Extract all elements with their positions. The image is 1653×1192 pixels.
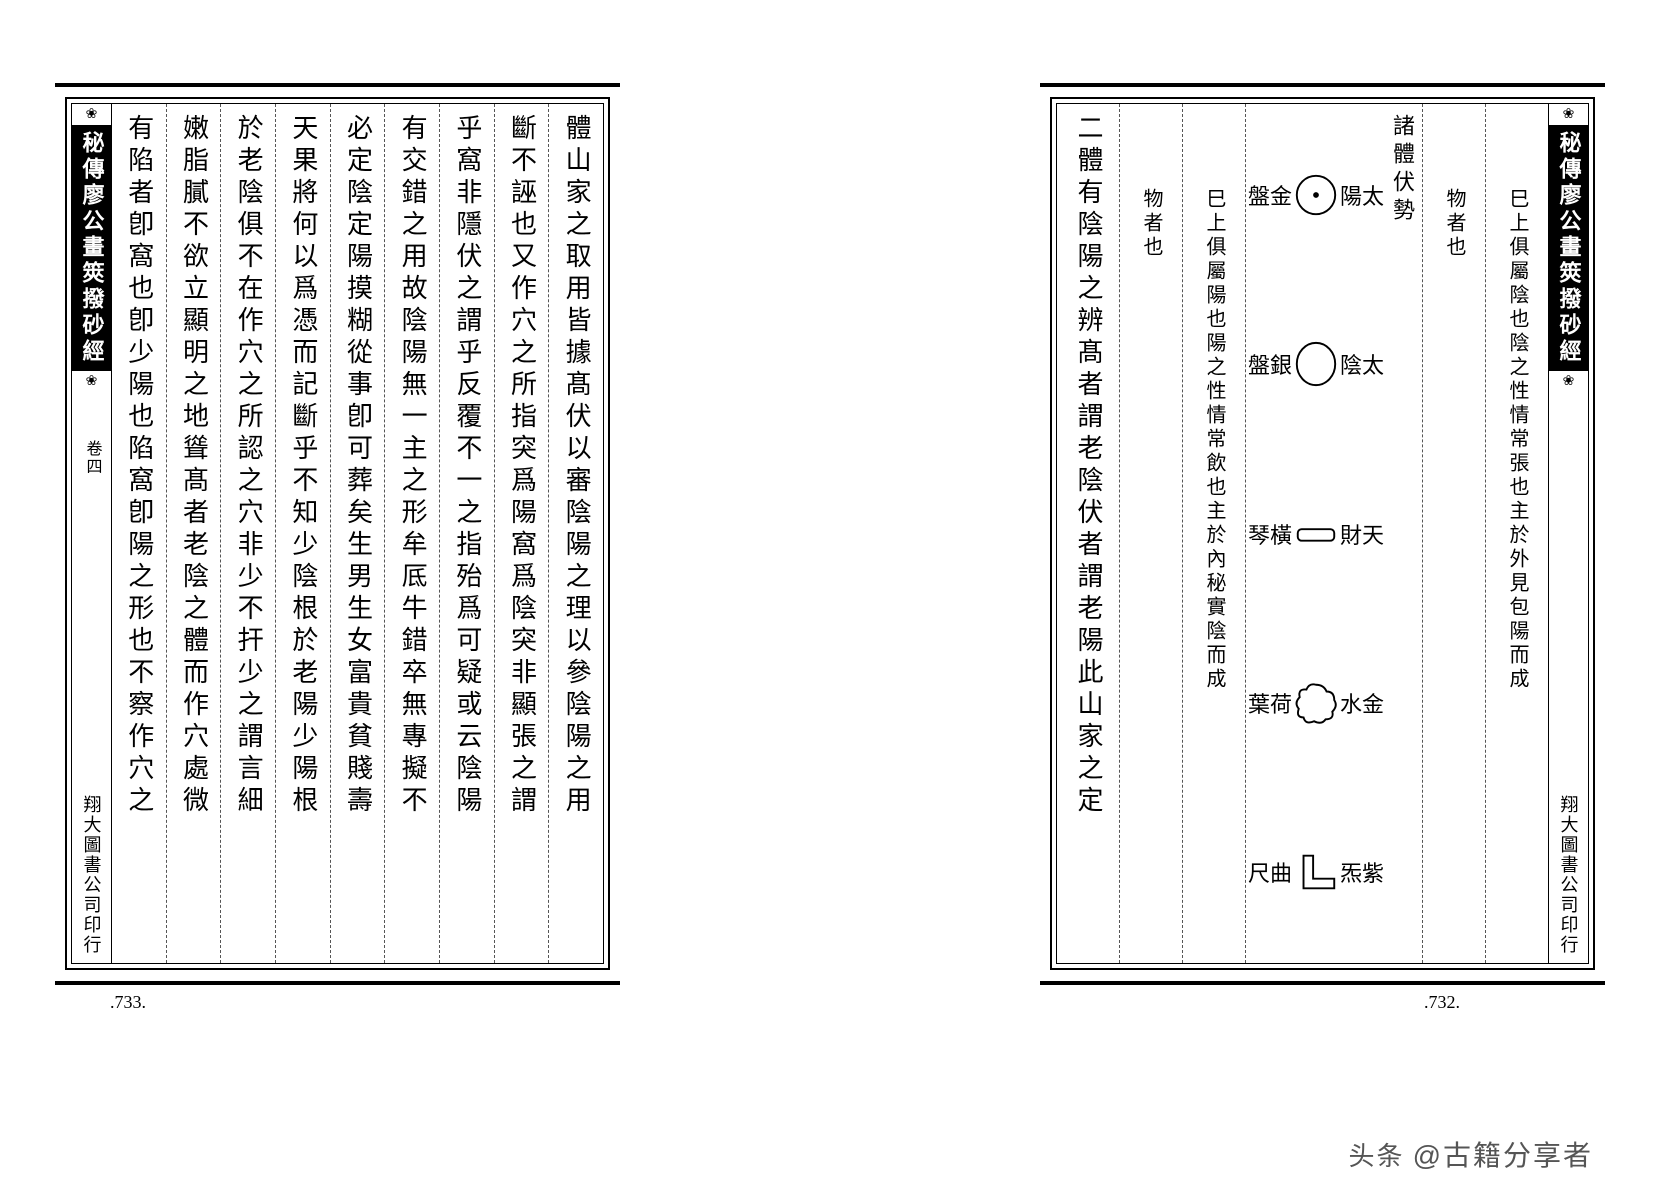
text-column: 物者也 (1422, 104, 1485, 963)
publisher-label: 翔大圖書公司印行 (79, 789, 105, 963)
circle-icon (1292, 340, 1340, 388)
diagram-row: 紫 炁 曲 尺 (1248, 788, 1384, 957)
dot-circle-icon (1292, 171, 1340, 219)
diag-cell: 盤 (1248, 179, 1270, 211)
text-column: 二體有陰陽之辨髙者謂老陰伏者謂老陽此山家之定 (1057, 104, 1119, 963)
toutiao-icon: 头条 (1349, 1141, 1405, 1171)
bar-icon (1292, 510, 1340, 558)
source-watermark: 头条 @古籍分享者 (1349, 1134, 1593, 1174)
diagram-row: 天 財 橫 琴 (1248, 449, 1384, 618)
page-spread: ❀ 秘傳廖公畫筴撥砂經 ❀ 卷四 翔大圖書公司印行 體山家之取用皆據髙伏以審陰陽… (50, 75, 1610, 1075)
text-column: 嫩脂膩不欲立顯明之地聳髙者老陰之體而作穴處微 (166, 104, 221, 963)
spine-right: ❀ 秘傳廖公畫筴撥砂經 ❀ 翔大圖書公司印行 (1548, 104, 1588, 963)
ornament-icon: ❀ (86, 104, 98, 125)
diagram-row: 太 陽 金 盤 (1248, 110, 1384, 279)
book-title: 秘傳廖公畫筴撥砂經 (72, 125, 112, 371)
diag-cell: 財 (1340, 518, 1362, 550)
diag-cell: 尺 (1248, 856, 1270, 888)
ornament-icon: ❀ (86, 371, 98, 392)
diag-cell: 盤 (1248, 348, 1270, 380)
diagram-block: 諸體伏勢 太 陽 金 盤 太 (1245, 104, 1422, 963)
diag-cell: 金 (1270, 179, 1292, 211)
text-column: 體山家之取用皆據髙伏以審陰陽之理以參陰陽之用 (548, 104, 603, 963)
diag-cell: 太 (1362, 179, 1384, 211)
diag-cell: 陰 (1340, 348, 1362, 380)
right-page: 巳上俱屬陰也陰之性情常張也主於外見包陽而成 物者也 諸體伏勢 太 陽 金 盤 (1035, 75, 1610, 1025)
text-column: 必定陰定陽摸糊從事卽可葬矣生男生女富貴貧賤壽 (330, 104, 385, 963)
diag-cell: 紫 (1362, 856, 1384, 888)
diag-cell: 銀 (1270, 348, 1292, 380)
diagram-side-label: 諸體伏勢 (1386, 104, 1422, 963)
text-frame: ❀ 秘傳廖公畫筴撥砂經 ❀ 卷四 翔大圖書公司印行 體山家之取用皆據髙伏以審陰陽… (65, 97, 610, 970)
left-page: ❀ 秘傳廖公畫筴撥砂經 ❀ 卷四 翔大圖書公司印行 體山家之取用皆據髙伏以審陰陽… (50, 75, 625, 1025)
volume-label: 卷四 (80, 432, 104, 484)
book-title: 秘傳廖公畫筴撥砂經 (1549, 125, 1589, 371)
text-column: 物者也 (1119, 104, 1182, 963)
watermark-text: @古籍分享者 (1413, 1140, 1593, 1171)
diag-cell: 陽 (1340, 179, 1362, 211)
angle-icon (1292, 848, 1340, 896)
text-column: 乎窩非隱伏之謂乎反覆不一之指殆爲可疑或云陰陽 (439, 104, 494, 963)
publisher-label: 翔大圖書公司印行 (1556, 789, 1582, 963)
text-column: 於老陰俱不在作穴之所認之穴非少不扞少之謂言細 (220, 104, 275, 963)
cloud-icon (1292, 679, 1340, 727)
ornament-icon: ❀ (1563, 371, 1575, 392)
page-number-right: .732. (1424, 992, 1460, 1013)
diag-cell: 天 (1362, 518, 1384, 550)
diag-cell: 金 (1362, 687, 1384, 719)
page-number-left: .733. (110, 992, 146, 1013)
spine-left: ❀ 秘傳廖公畫筴撥砂經 ❀ 卷四 翔大圖書公司印行 (72, 104, 112, 963)
diag-cell: 荷 (1270, 687, 1292, 719)
diagram-row: 太 陰 銀 盤 (1248, 279, 1384, 448)
text-column: 天果將何以爲憑而記斷乎不知少陰根於老陽少陽根 (275, 104, 330, 963)
diag-cell: 炁 (1340, 856, 1362, 888)
diag-cell: 太 (1362, 348, 1384, 380)
diag-cell: 葉 (1248, 687, 1270, 719)
text-column: 斷不誣也又作穴之所指突爲陽窩爲陰突非顯張之謂 (494, 104, 549, 963)
diag-cell: 曲 (1270, 856, 1292, 888)
diag-cell: 橫 (1270, 518, 1292, 550)
diagram-row: 金 水 荷 葉 (1248, 618, 1384, 787)
text-column: 有陷者卽窩也卽少陽也陷窩卽陽之形也不察作穴之 (112, 104, 166, 963)
text-frame: 巳上俱屬陰也陰之性情常張也主於外見包陽而成 物者也 諸體伏勢 太 陽 金 盤 (1050, 97, 1595, 970)
diag-cell: 水 (1340, 687, 1362, 719)
text-columns-left: 體山家之取用皆據髙伏以審陰陽之理以參陰陽之用 斷不誣也又作穴之所指突爲陽窩爲陰突… (112, 104, 603, 963)
diagram-rows: 太 陽 金 盤 太 陰 銀 (1246, 104, 1386, 963)
diag-cell: 琴 (1248, 518, 1270, 550)
text-column: 巳上俱屬陽也陽之性情常飲也主於內秘實陰而成 (1182, 104, 1245, 963)
ornament-icon: ❀ (1563, 104, 1575, 125)
text-column: 有交錯之用故陰陽無一主之形牟厎牛錯卒無專擬不 (384, 104, 439, 963)
text-column: 巳上俱屬陰也陰之性情常張也主於外見包陽而成 (1485, 104, 1548, 963)
text-columns-right: 巳上俱屬陰也陰之性情常張也主於外見包陽而成 物者也 諸體伏勢 太 陽 金 盤 (1057, 104, 1548, 963)
